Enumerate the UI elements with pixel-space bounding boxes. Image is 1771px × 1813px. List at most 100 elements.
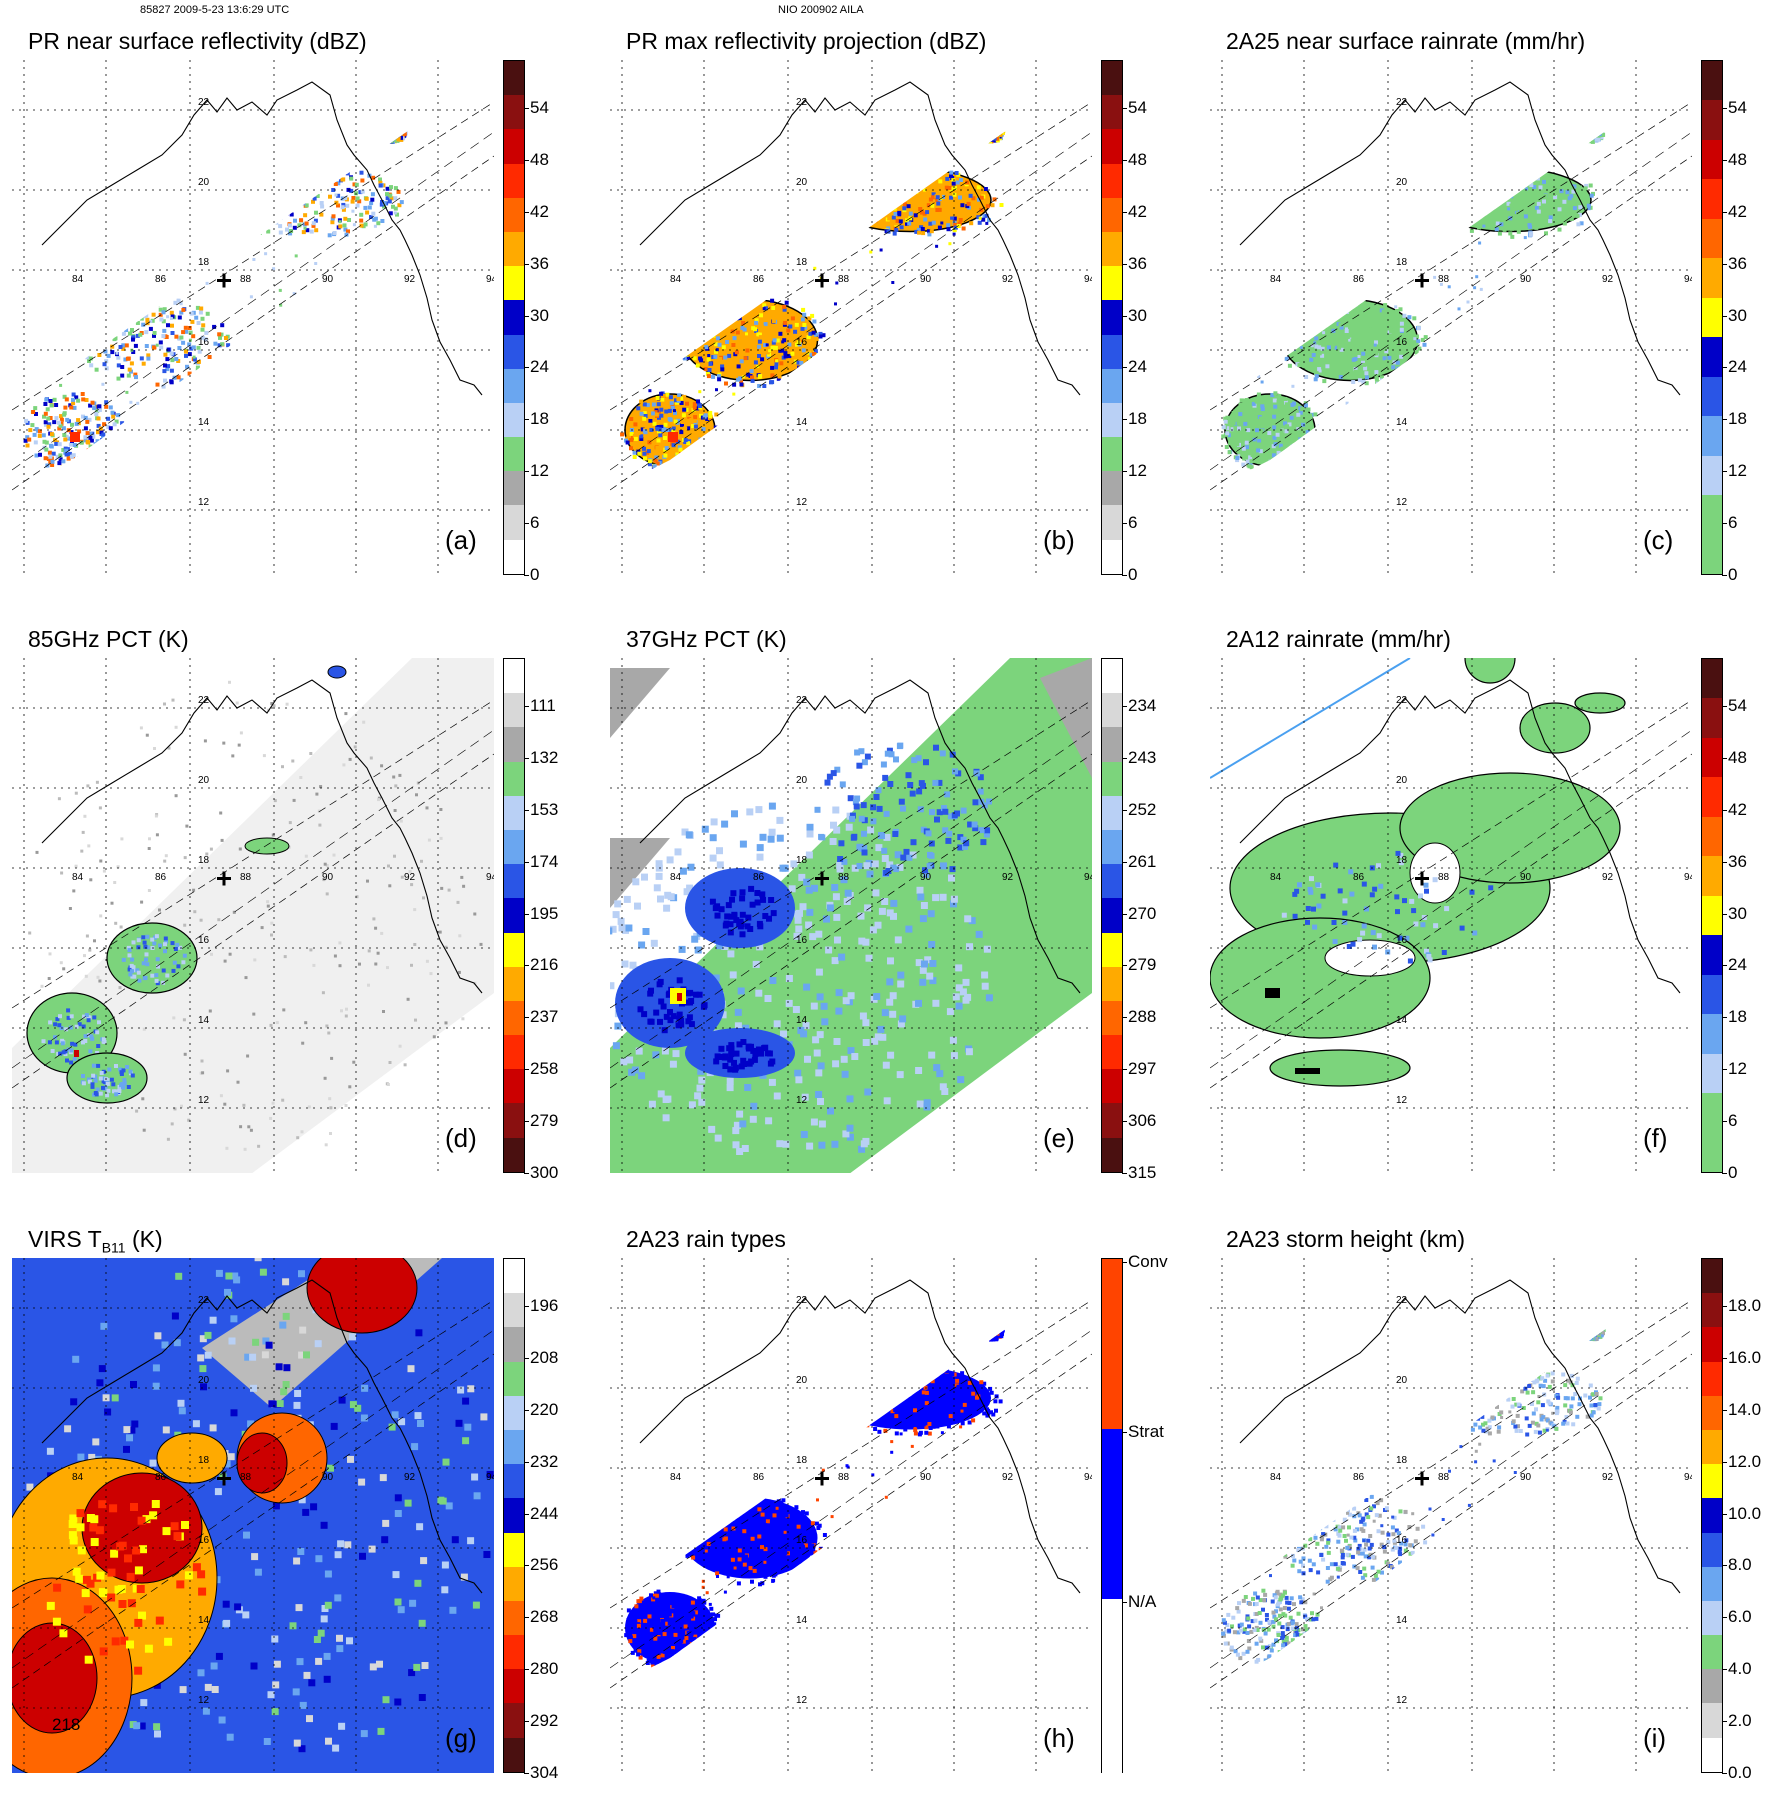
storm-header: NIO 200902 AILA [778,4,864,16]
panel-letter: (b) [1043,525,1075,556]
colorbar-segment [1702,1327,1722,1361]
tick-mark [1722,1410,1727,1411]
map-svg: 848688909294222018161412 [12,658,494,1173]
lon-label: 94 [486,274,494,285]
colorbar-segment [1102,1103,1122,1137]
colorbar [1701,1258,1723,1773]
tick-label: 18 [530,409,549,429]
tick-label: 6 [1728,1111,1737,1131]
tick-mark [524,471,529,472]
colorbar-segment [1702,1093,1722,1132]
lon-label: 94 [486,872,494,883]
colorbar-segment [1702,1567,1722,1601]
tick-label: 300 [530,1163,558,1183]
tick-mark [524,1669,529,1670]
tick-mark [1122,367,1127,368]
tick-mark [1122,160,1127,161]
tick-label: 216 [530,955,558,975]
colorbar-segment [504,335,524,369]
panel-title: 2A25 near surface rainrate (mm/hr) [1226,28,1585,55]
tick-mark [1722,264,1727,265]
lat-label: 20 [198,775,210,786]
tick-mark [1722,316,1727,317]
panel-letter: (g) [445,1723,477,1754]
tick-label: 6 [1728,513,1737,533]
colorbar-segment [1102,540,1122,574]
tick-label: 54 [530,98,549,118]
colorbar-segment [1102,300,1122,334]
colorbar-segment [1702,61,1722,100]
colorbar-segment [504,540,524,574]
colorbar-segment [1102,95,1122,129]
tick-label: 208 [530,1348,558,1368]
colorbar-segment [1102,198,1122,232]
tick-label: 54 [1128,98,1147,118]
colorbar-segment [1702,1498,1722,1532]
colorbar-segment [1702,534,1722,573]
tick-mark [1722,1173,1727,1174]
lon-label: 86 [155,274,167,285]
tick-mark [524,1773,529,1774]
lon-label: 84 [72,872,84,883]
colorbar-segment [504,1738,524,1772]
lat-label: 16 [796,337,808,348]
lon-label: 92 [1602,1472,1614,1483]
tick-mark [1122,1173,1127,1174]
tick-mark [1722,1306,1727,1307]
lon-label: 88 [240,1472,252,1483]
lat-label: 22 [198,97,210,108]
lon-label: 94 [1084,1472,1092,1483]
lat-label: 12 [1396,497,1408,508]
tick-label: 48 [1728,748,1747,768]
tick-label: 196 [530,1296,558,1316]
panel-title: 2A23 storm height (km) [1226,1226,1465,1253]
map-svg: 848688909294222018161412 [1210,1258,1692,1773]
tick-mark [1122,965,1127,966]
panel-letter: (e) [1043,1123,1075,1154]
colorbar-segment [504,1362,524,1396]
map-area: 848688909294222018161412 [610,658,1092,1173]
lat-label: 16 [198,337,210,348]
tick-mark [524,758,529,759]
lon-label: 90 [1520,872,1532,883]
colorbar [503,1258,525,1773]
lon-label: 94 [1684,274,1692,285]
colorbar-segment [1102,335,1122,369]
colorbar-segment [504,898,524,932]
tick-label: 256 [530,1555,558,1575]
tick-mark [1722,575,1727,576]
lat-label: 12 [796,497,808,508]
tick-mark [524,1617,529,1618]
colorbar-segment [1702,179,1722,218]
lon-label: 86 [1353,872,1365,883]
lat-label: 18 [1396,855,1408,866]
tick-mark [1722,914,1727,915]
colorbar-segment [504,198,524,232]
tick-mark [1122,1262,1127,1263]
lat-label: 20 [796,177,808,188]
tick-mark [524,1565,529,1566]
lon-label: 94 [486,1472,494,1483]
colorbar-segment [1702,1635,1722,1669]
panel-letter: (d) [445,1123,477,1154]
colorbar-segment [1702,1259,1722,1293]
colorbar-segment [1102,967,1122,1001]
colorbar-segment [1702,698,1722,737]
tick-mark [1122,758,1127,759]
lon-label: 90 [1520,1472,1532,1483]
tick-label: 12 [1728,1059,1747,1079]
colorbar-segment [504,796,524,830]
tick-mark [1722,810,1727,811]
tick-mark [1722,212,1727,213]
map-area: 848688909294222018161412 [12,60,494,575]
map-svg: 848688909294222018161412 [610,1258,1092,1773]
tick-label: 8.0 [1728,1555,1752,1575]
tick-label: 268 [530,1607,558,1627]
title-subscript: B11 [102,1240,126,1256]
lon-label: 92 [1602,274,1614,285]
tick-mark [1122,316,1127,317]
panel-title: PR near surface reflectivity (dBZ) [28,28,367,55]
lon-label: 88 [1438,274,1450,285]
map-area: 848688909294222018161412 [1210,60,1692,575]
colorbar-segment [1102,1069,1122,1103]
